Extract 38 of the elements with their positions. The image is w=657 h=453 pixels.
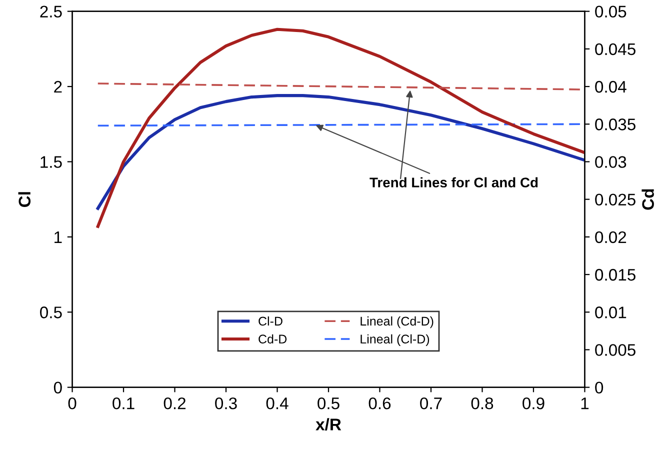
- y2-tick-label: 0.02: [595, 231, 626, 244]
- legend-label: Cd-D: [258, 334, 287, 344]
- y-tick-label: 1: [54, 231, 62, 243]
- x-tick-label: 1: [581, 398, 589, 410]
- x-tick-label: 0.7: [420, 397, 442, 410]
- x-tick-label: 0.2: [164, 397, 186, 410]
- x-tick-label: 0.5: [318, 397, 340, 410]
- x-tick-label: 0: [68, 397, 76, 410]
- y2-tick-label: 0.025: [595, 194, 636, 206]
- x-tick-label: 0.9: [522, 397, 544, 410]
- y2-tick-label: 0.03: [595, 156, 626, 168]
- annotation: Trend Lines for Cl and Cd: [370, 177, 538, 188]
- y2-tick-label: 0.01: [595, 306, 626, 318]
- y-tick-label: 0.5: [40, 306, 62, 318]
- x-tick-label: 0.8: [471, 397, 494, 410]
- y2-tick-label: 0.05: [595, 6, 626, 18]
- y-axis-title: Cl: [18, 192, 31, 207]
- y2-tick-label: 0.035: [595, 118, 636, 130]
- line-series: [96, 28, 585, 228]
- x-tick-label: 0.6: [368, 397, 391, 410]
- y2-axis-title: Cd: [642, 189, 654, 210]
- legend-label: Lineal (Cl-D): [360, 334, 430, 346]
- x-tick-label: 0.4: [266, 397, 288, 410]
- x-tick-label: 0.3: [215, 397, 237, 410]
- x-axis-title: x/R: [316, 418, 342, 431]
- x-tick-label: 0.1: [112, 397, 134, 410]
- y-tick-label: 0: [54, 382, 62, 394]
- y2-tick-label: 0.005: [595, 344, 636, 356]
- y2-tick-label: 0.045: [595, 43, 636, 56]
- y2-tick-label: 0.015: [595, 268, 636, 281]
- y-tick-label: 1.5: [40, 156, 62, 168]
- legend-label: Lineal (Cd-D): [360, 316, 434, 328]
- y-tick-label: 2.5: [40, 6, 62, 18]
- line-series: [96, 94, 585, 210]
- y2-tick-label: 0.04: [595, 80, 626, 93]
- y-tick-label: 2: [54, 80, 62, 93]
- y2-tick-label: 0: [595, 382, 604, 394]
- legend-label: Cl-D: [258, 316, 282, 326]
